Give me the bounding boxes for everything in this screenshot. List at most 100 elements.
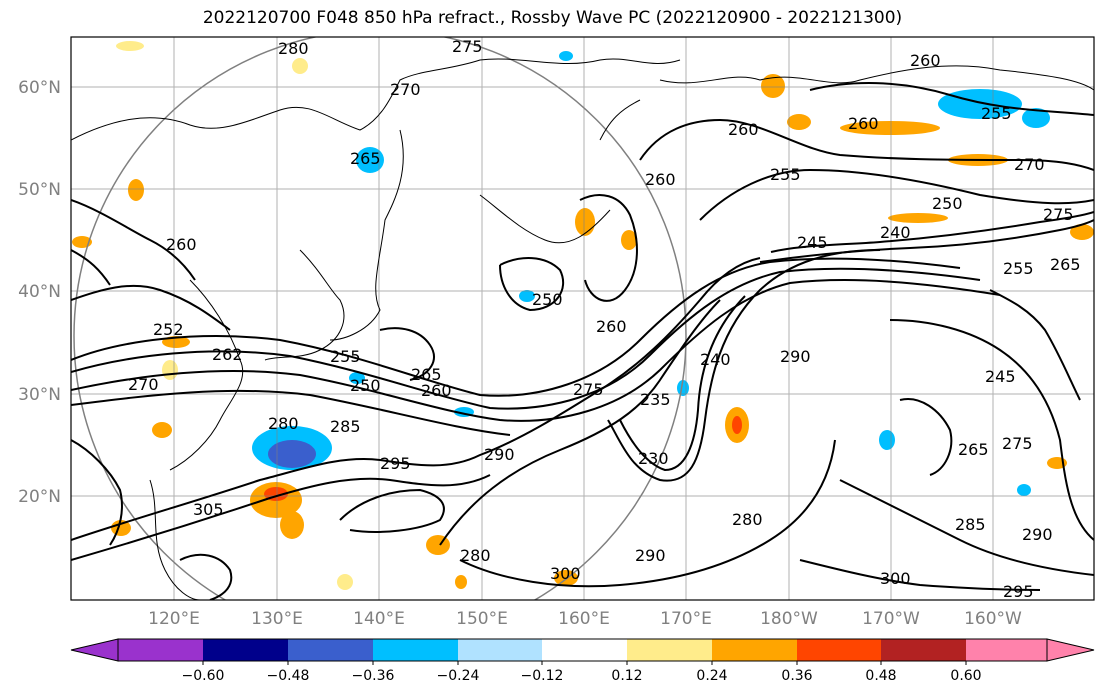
anomaly-patch-orange	[455, 575, 467, 589]
contour-label: 280	[268, 414, 299, 433]
contour-label: 275	[452, 37, 483, 56]
contour-label: 290	[484, 445, 515, 464]
anomaly-patch-blue	[938, 89, 1022, 119]
contour-label: 300	[550, 564, 581, 583]
colorbar-tick-label: 0.36	[781, 668, 812, 684]
contour-label: 265	[1050, 255, 1081, 274]
anomaly-patch-blue	[519, 290, 535, 302]
colorbar-tick-label: −0.60	[182, 668, 225, 684]
contour-label: 275	[573, 380, 604, 399]
contour-label: 245	[985, 367, 1016, 386]
contour-label: 275	[1043, 205, 1074, 224]
anomaly-patch-orange	[787, 114, 811, 130]
anomaly-patch-blue	[356, 147, 384, 173]
contour-label: 295	[380, 454, 411, 473]
map-title: 2022120700 F048 850 hPa refract., Rossby…	[202, 8, 903, 28]
lon-label: 170°E	[660, 609, 712, 629]
lat-label: 20°N	[18, 487, 61, 507]
anomaly-patch-orange	[72, 236, 92, 248]
anomaly-patch-orange	[280, 511, 304, 539]
contour-label: 255	[981, 104, 1012, 123]
anomaly-patch-yellow	[292, 58, 308, 74]
colorbar-tick-label: 0.12	[611, 668, 642, 684]
latitude-labels: 60°N 50°N 40°N 30°N 20°N	[18, 78, 61, 507]
contour-label: 245	[797, 233, 828, 252]
contour-label: 290	[780, 347, 811, 366]
coastlines	[71, 58, 1094, 600]
contour-label: 230	[638, 449, 669, 468]
contour-label: 265	[350, 149, 381, 168]
lat-label: 30°N	[18, 385, 61, 405]
contour-label: 260	[645, 170, 676, 189]
lon-label: 170°W	[862, 609, 920, 629]
colorbar-extend-right	[1046, 638, 1095, 662]
contour-label: 270	[128, 375, 159, 394]
lon-label: 130°E	[251, 609, 303, 629]
contour-label: 270	[390, 80, 421, 99]
anomaly-patch-red	[732, 416, 742, 434]
colorbar-ticks	[202, 661, 967, 665]
anomaly-patch-orange	[888, 213, 948, 223]
anomaly-patch-orange	[761, 74, 785, 98]
colorbar-tick-label: −0.12	[521, 668, 564, 684]
contour-label: 262	[212, 345, 243, 364]
contour-labels: 280 275 270 260 265 260 255 250 240 245 …	[128, 37, 1081, 600]
contour-label: 265	[411, 365, 442, 384]
colorbar-segment	[118, 639, 203, 661]
contour-label: 255	[1003, 259, 1034, 278]
contour-label: 265	[958, 440, 989, 459]
contour-label: 290	[1022, 525, 1053, 544]
anomaly-patch-orange	[840, 121, 940, 135]
contour-label: 285	[330, 417, 361, 436]
anomaly-patch-orange	[575, 208, 595, 236]
map-frame	[70, 36, 1095, 601]
contour-label: 305	[193, 500, 224, 519]
contour-label: 260	[728, 120, 759, 139]
map-background	[71, 37, 1094, 600]
contour-label: 250	[932, 194, 963, 213]
contour-label: 300	[880, 569, 911, 588]
refractivity-contours	[71, 82, 1094, 600]
contour-label: 275	[1002, 434, 1033, 453]
lon-label: 160°E	[558, 609, 610, 629]
contour-label: 260	[910, 51, 941, 70]
lon-label: 160°W	[964, 609, 1022, 629]
contour-label: 270	[1014, 155, 1045, 174]
contour-label: 260	[421, 381, 452, 400]
contour-label: 235	[640, 390, 671, 409]
reference-circle	[73, 37, 687, 600]
colorbar-segment	[458, 639, 542, 661]
contour-label: 240	[880, 223, 911, 242]
colorbar-tick-label: −0.24	[437, 668, 480, 684]
contour-label: 252	[153, 320, 184, 339]
colorbar-tick-label: −0.48	[267, 668, 310, 684]
map-panel: 280 275 270 260 265 260 255 250 240 245 …	[70, 36, 1095, 601]
colorbar-segment	[966, 639, 1047, 661]
colorbar-segment	[712, 639, 797, 661]
colorbar-tick-label: 0.24	[696, 668, 727, 684]
contour-label: 255	[330, 347, 361, 366]
colorbar-extend-left	[70, 638, 119, 662]
anomaly-patch-blue	[879, 430, 895, 450]
contour-label: 285	[955, 515, 986, 534]
anomaly-patch-yellow	[162, 360, 178, 380]
contour-label: 280	[460, 546, 491, 565]
contour-label: 255	[770, 165, 801, 184]
colorbar-tick-label: 0.48	[865, 668, 896, 684]
colorbar-tick-label: 0.60	[950, 668, 981, 684]
lon-label: 120°E	[148, 609, 200, 629]
colorbar-segment	[797, 639, 881, 661]
anomaly-patch-darkblue	[268, 440, 316, 468]
contour-label: 250	[532, 290, 563, 309]
colorbar-segment	[288, 639, 373, 661]
colorbar-segment	[373, 639, 458, 661]
lon-label: 140°E	[353, 609, 405, 629]
anomaly-patch-yellow	[337, 574, 353, 590]
anomaly-patch-orange	[128, 179, 144, 201]
anomaly-patch-orange	[1070, 224, 1094, 240]
lon-label: 150°E	[456, 609, 508, 629]
colorbar-segment	[881, 639, 966, 661]
contour-label: 290	[635, 546, 666, 565]
colorbar-segment	[203, 639, 288, 661]
